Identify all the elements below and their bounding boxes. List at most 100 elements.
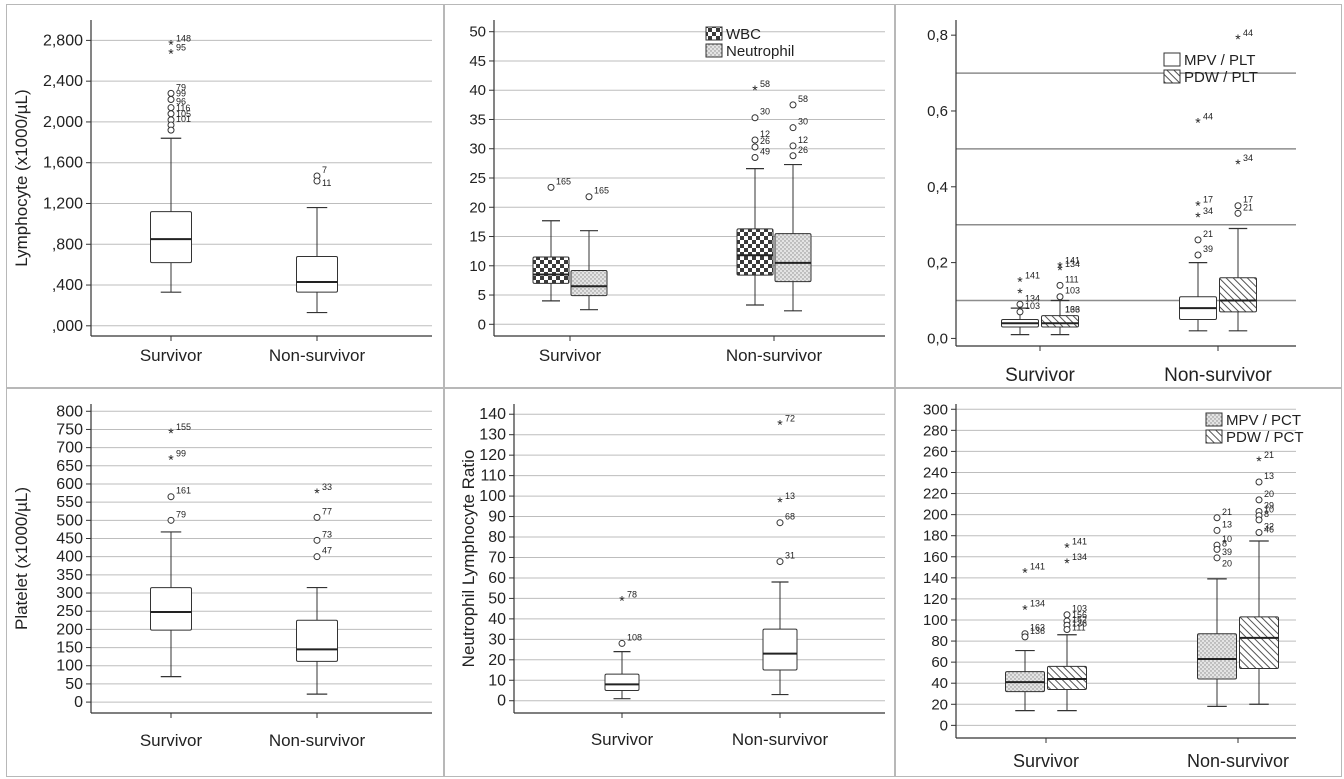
outlier-circle	[1016, 308, 1024, 316]
outlier-label: 20	[1222, 558, 1232, 568]
outlier-circle	[547, 183, 555, 191]
y-tick-label: 450	[56, 531, 83, 548]
outlier-label: 99	[176, 89, 186, 99]
outlier-star: *	[1022, 601, 1028, 617]
outlier-circle	[1255, 516, 1263, 524]
outlier-label: 103	[1025, 301, 1040, 311]
y-tick-label: 30	[469, 141, 486, 158]
box-iqr	[1197, 633, 1237, 680]
outlier-circle	[1213, 545, 1221, 553]
outlier-label: 58	[760, 79, 770, 89]
y-tick-label: 0	[940, 717, 948, 734]
box-iqr	[570, 269, 608, 297]
outlier-label: 141	[1030, 562, 1045, 572]
legend-label: MPV / PCT	[1226, 412, 1301, 429]
outlier-circle	[313, 536, 321, 544]
y-tick-label: 550	[56, 494, 83, 511]
x-category-label: Non-survivor	[269, 731, 366, 750]
outlier-label: 34	[1203, 206, 1213, 216]
y-tick-label: 160	[923, 549, 948, 566]
box-iqr	[296, 255, 338, 293]
outlier-circle	[789, 124, 797, 132]
outlier-label: 156	[1072, 610, 1087, 620]
outlier-label: 95	[176, 43, 186, 53]
outlier-label: 165	[556, 176, 571, 186]
y-tick-label: 80	[488, 529, 506, 546]
outlier-label: 30	[798, 117, 808, 127]
outlier-label: 20	[1264, 489, 1274, 499]
y-tick-label: 10	[488, 672, 506, 689]
outlier-label: 33	[322, 482, 332, 492]
x-category-label: Non-survivor	[269, 346, 366, 365]
outlier-circle	[751, 114, 759, 122]
outlier-circle	[313, 177, 321, 185]
box-iqr	[150, 587, 192, 631]
outlier-star: *	[1195, 114, 1201, 130]
y-tick-label: 350	[56, 567, 83, 584]
outlier-circle	[1056, 293, 1064, 301]
y-tick-label: 220	[923, 486, 948, 503]
outlier-label: 148	[176, 33, 191, 43]
box-iqr	[1219, 277, 1257, 313]
outlier-star: *	[1195, 209, 1201, 225]
outlier-circle	[1194, 236, 1202, 244]
outlier-label: 30	[760, 107, 770, 117]
y-tick-label: 90	[488, 509, 506, 526]
panel-border	[6, 388, 444, 777]
x-category-label: Survivor	[591, 730, 654, 749]
outlier-circle	[313, 513, 321, 521]
y-tick-label: 40	[931, 675, 948, 692]
panel-border	[444, 4, 895, 388]
y-tick-label: 25	[469, 170, 486, 187]
y-tick-label: 750	[56, 421, 83, 438]
outlier-star: *	[1022, 565, 1028, 581]
legend-swatch	[1205, 412, 1223, 427]
outlier-label: 79	[176, 82, 186, 92]
chart-panel-6: 0 20 40 60 80 100 120 140 160 180 200 220 240 260 280 3…	[895, 388, 1342, 777]
legend-swatch	[1163, 52, 1181, 67]
outlier-label: 13	[785, 491, 795, 501]
outlier-label: 141	[1065, 255, 1080, 265]
y-tick-label: 40	[469, 82, 486, 99]
y-tick-label: 50	[469, 24, 486, 41]
chart-panel-2: 0 5 10 15 20 25 30 35 40 45 50 Survivor Non-survivor…	[444, 4, 895, 388]
x-category-label: Non-survivor	[1187, 751, 1289, 771]
outlier-label: 39	[1222, 547, 1232, 557]
outlier-circle	[1255, 496, 1263, 504]
outlier-label: 8	[1264, 509, 1269, 519]
box-iqr	[296, 619, 338, 662]
box-iqr	[762, 628, 798, 671]
y-tick-label: 110	[480, 468, 506, 485]
legend-swatch	[705, 26, 723, 41]
y-tick-label: ,400	[52, 277, 83, 294]
outlier-circle	[167, 110, 175, 118]
y-tick-label: 300	[923, 401, 948, 418]
y-tick-label: 120	[923, 591, 948, 608]
outlier-circle	[1234, 202, 1242, 210]
outlier-label: 13	[1264, 471, 1274, 481]
outlier-label: 111	[1065, 274, 1079, 284]
outlier-label: 12	[760, 129, 770, 139]
outlier-star: *	[314, 485, 320, 501]
legend-label: WBC	[726, 26, 761, 43]
outlier-star: *	[1195, 198, 1201, 214]
outlier-star: *	[777, 494, 783, 510]
outlier-star: *	[752, 82, 758, 98]
outlier-star: *	[168, 36, 174, 52]
legend-label: PDW / PCT	[1226, 429, 1304, 446]
outlier-star: *	[1057, 262, 1063, 278]
y-tick-label: 100	[56, 658, 83, 675]
y-tick-label: 70	[488, 549, 506, 566]
outlier-circle	[1063, 611, 1071, 619]
outlier-label: 163	[1030, 623, 1045, 633]
outlier-label: 11	[322, 178, 331, 188]
outlier-label: 17	[1203, 195, 1213, 205]
y-tick-label: 20	[931, 696, 948, 713]
outlier-label: 99	[176, 448, 186, 458]
y-tick-label: 50	[65, 676, 83, 693]
y-tick-label: 2,400	[43, 73, 83, 90]
y-tick-label: 40	[488, 611, 506, 628]
outlier-label: 10	[1264, 505, 1274, 515]
y-tick-label: 240	[923, 464, 948, 481]
